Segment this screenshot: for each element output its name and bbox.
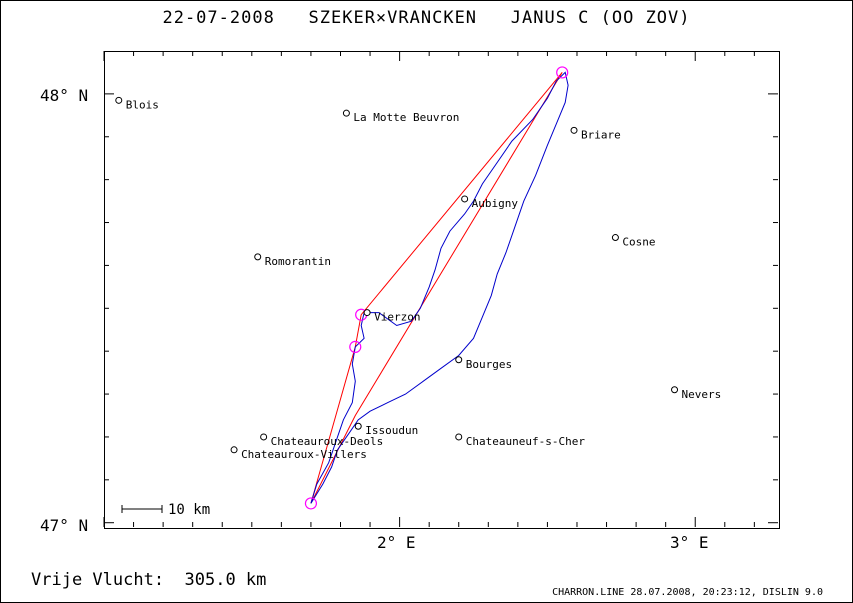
- city-label: Nevers: [682, 388, 722, 401]
- y-tick-label-48: 48° N: [40, 86, 89, 105]
- city-label: Chateauroux-Villers: [241, 448, 367, 461]
- x-tick-label-3: 3° E: [670, 533, 709, 552]
- city-label: Aubigny: [472, 197, 519, 210]
- city-label: Chateauneuf-s-Cher: [466, 435, 586, 448]
- city-marker: [570, 126, 578, 134]
- turnpoint-marker: [556, 66, 569, 79]
- city-label: Bourges: [466, 358, 512, 371]
- scale-bar-label: 10 km: [168, 502, 210, 518]
- city-label: Romorantin: [265, 255, 331, 268]
- axis-ticks: [103, 51, 778, 527]
- city-label: Vierzon: [374, 311, 420, 324]
- city-label: Cosne: [622, 236, 655, 249]
- city-marker: [455, 356, 463, 364]
- x-tick-label-2: 2° E: [377, 533, 416, 552]
- turnpoint-marker: [304, 497, 318, 510]
- turnpoints: [304, 66, 569, 510]
- city-marker: [230, 446, 238, 454]
- city-label: Issoudun: [365, 424, 418, 437]
- city-label: Briare: [581, 128, 621, 141]
- cities: Blois La Motte Beuvron Briare Aubigny Cosne R…: [115, 96, 722, 461]
- city-marker: [455, 433, 463, 441]
- flight-track: [310, 71, 569, 504]
- generator-info: CHARRON.LINE 28.07.2008, 20:23:12, DISLI…: [552, 587, 823, 598]
- map-title: 22-07-2008 SZEKER×VRANCKEN JANUS C (OO Z…: [162, 8, 691, 28]
- plot-area: [104, 51, 780, 529]
- scale-bar: 10 km: [121, 502, 210, 518]
- city-marker: [671, 386, 679, 394]
- city-label: Chateauroux-Deols: [271, 435, 384, 448]
- city-marker: [260, 433, 268, 441]
- city-label: La Motte Beuvron: [353, 111, 459, 124]
- city-marker: [363, 309, 371, 317]
- city-marker: [115, 96, 123, 104]
- city-marker: [461, 195, 469, 203]
- city-label: Blois: [126, 98, 159, 111]
- city-marker: [254, 253, 262, 261]
- city-marker: [611, 234, 619, 242]
- y-tick-label-47: 47° N: [40, 516, 89, 535]
- task-route-line: [310, 72, 563, 504]
- flight-track-line: [310, 71, 569, 504]
- free-flight-distance: Vrije Vlucht: 305.0 km: [31, 570, 267, 590]
- city-marker: [354, 422, 362, 430]
- task-route: [310, 72, 563, 504]
- city-marker: [342, 109, 350, 117]
- turnpoint-marker: [349, 340, 362, 353]
